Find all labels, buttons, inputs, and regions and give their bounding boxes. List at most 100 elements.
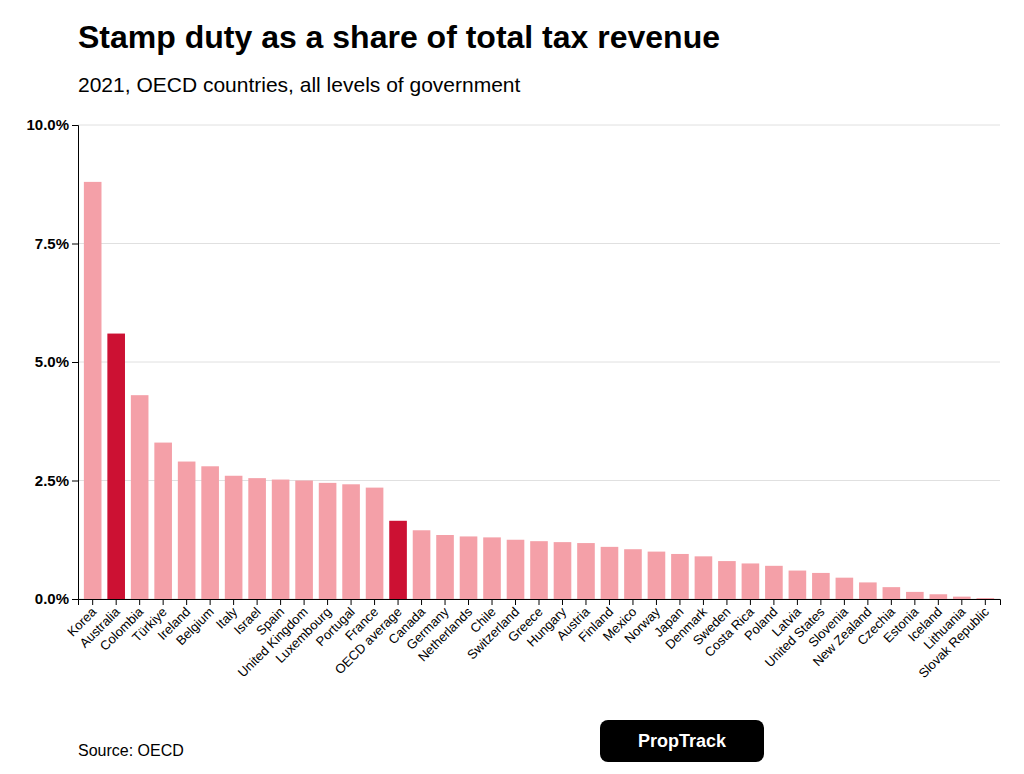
grid-line [78, 362, 1000, 363]
bar [154, 443, 172, 599]
bars [84, 182, 994, 599]
x-tick-mark [492, 599, 493, 605]
bar [624, 549, 642, 599]
y-axis-line [72, 126, 79, 600]
bar [295, 481, 313, 600]
bar [742, 563, 760, 599]
y-tick-label: 0.0% [35, 590, 69, 607]
bar [648, 552, 666, 599]
bar [201, 466, 219, 599]
x-tick-mark [92, 599, 93, 605]
title: Stamp duty as a share of total tax reven… [78, 19, 720, 55]
bar [131, 395, 149, 599]
annotation: PropTrack [638, 731, 727, 751]
x-tick-mark [139, 599, 140, 605]
bar [718, 561, 736, 599]
x-tick-mark [938, 599, 939, 605]
x-tick-label: Slovak Republic [915, 604, 992, 681]
x-tick-mark [163, 599, 164, 605]
x-axis: KoreaAustraliaColombiaTürkiyeIrelandBelg… [64, 599, 1000, 681]
x-tick-mark [468, 599, 469, 605]
x-axis-line [79, 600, 1001, 606]
bar [953, 597, 971, 599]
x-tick-mark [797, 599, 798, 605]
x-tick-mark [867, 599, 868, 605]
x-tick-mark [914, 599, 915, 605]
bar [577, 543, 595, 599]
y-tick-mark [72, 125, 78, 126]
y-tick: 10.0% [26, 116, 78, 133]
y-tick-label: 2.5% [35, 472, 69, 489]
x-tick-mark [585, 599, 586, 605]
x-tick-mark [562, 599, 563, 605]
grid-line [78, 125, 1000, 126]
bar [342, 484, 360, 599]
bar [436, 535, 454, 599]
bar [84, 182, 102, 599]
y-tick-label: 10.0% [26, 116, 69, 133]
x-tick-mark [445, 599, 446, 605]
x-tick: Belgium [173, 599, 217, 648]
x-tick-mark [726, 599, 727, 605]
y-axis: 0.0% 2.5% 5.0% 7.5% 10.0% [26, 116, 78, 607]
bar [859, 582, 877, 599]
bar [671, 554, 689, 599]
subtitle: 2021, OECD countries, all levels of gove… [78, 73, 521, 96]
bar [789, 571, 807, 599]
y-tick-mark [72, 599, 78, 600]
bar [460, 536, 478, 599]
bar [906, 592, 924, 599]
x-tick: Slovak Republic [915, 599, 992, 681]
x-tick-mark [750, 599, 751, 605]
bar [883, 587, 901, 599]
source: Source: OECD [78, 742, 184, 759]
x-tick-mark [257, 599, 258, 605]
x-tick-mark [656, 599, 657, 605]
bar [319, 483, 337, 599]
x-tick-mark [632, 599, 633, 605]
bar [413, 530, 431, 599]
x-tick-mark [961, 599, 962, 605]
plot: 0.0% 2.5% 5.0% 7.5% 10.0% KoreaAustraliaColom… [26, 116, 1000, 680]
bar [930, 594, 948, 599]
y-tick: 0.0% [35, 590, 78, 607]
bar [107, 334, 125, 599]
bar [272, 480, 290, 599]
x-tick-mark [304, 599, 305, 605]
bar [248, 478, 266, 599]
x-tick-mark [421, 599, 422, 605]
y-tick: 2.5% [35, 472, 78, 489]
bar [225, 476, 243, 599]
x-tick-mark [891, 599, 892, 605]
badge-background [600, 720, 764, 762]
bar [812, 573, 830, 599]
y-tick-mark [72, 244, 78, 245]
chart: Stamp duty as a share of total tax reven… [0, 0, 1024, 774]
bar [530, 541, 548, 599]
y-tick: 5.0% [35, 353, 78, 370]
badge: PropTrack [600, 720, 764, 762]
x-tick-mark [116, 599, 117, 605]
bar [695, 556, 713, 599]
x-tick-mark [280, 599, 281, 605]
bar [389, 521, 407, 599]
x-tick: Poland [741, 599, 780, 643]
x-tick-mark [773, 599, 774, 605]
x-tick-mark [820, 599, 821, 605]
x-tick-mark [703, 599, 704, 605]
y-tick: 7.5% [35, 235, 78, 252]
x-tick-mark [609, 599, 610, 605]
grid [78, 125, 1000, 599]
y-tick-mark [72, 362, 78, 363]
x-tick-label: Belgium [173, 604, 217, 648]
grid-line [78, 243, 1000, 244]
x-tick-mark [233, 599, 234, 605]
x-tick-mark [351, 599, 352, 605]
x-tick-mark [398, 599, 399, 605]
x-tick-mark [985, 599, 986, 605]
y-tick-label: 5.0% [35, 353, 69, 370]
x-tick-mark [327, 599, 328, 605]
x-tick-mark [844, 599, 845, 605]
bar [507, 540, 525, 599]
bar [366, 488, 384, 599]
